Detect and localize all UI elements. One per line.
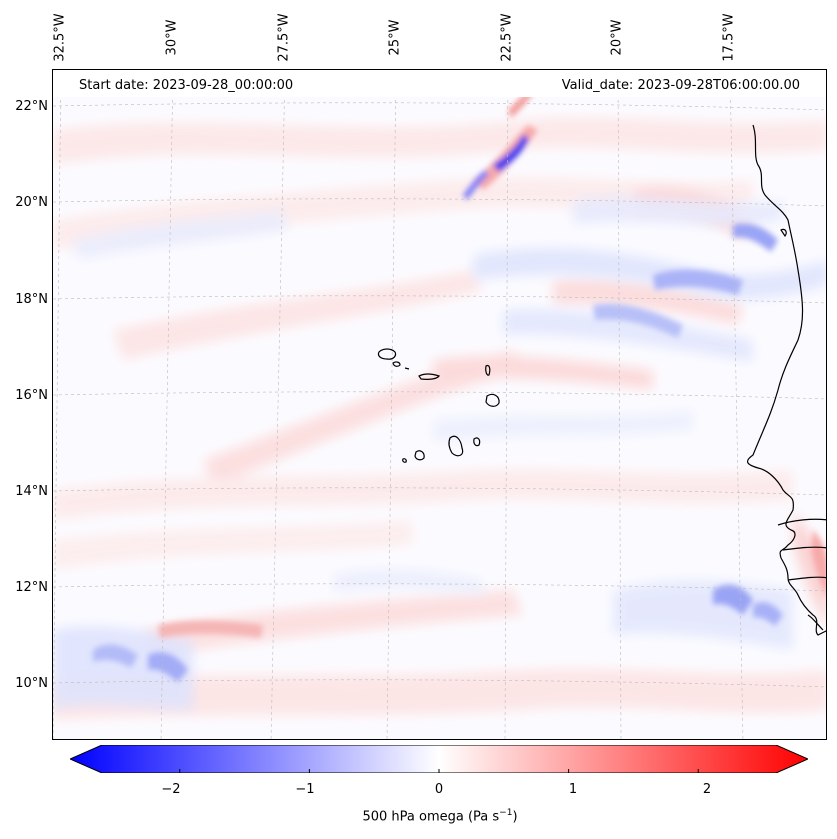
island-santo-antao [377, 348, 397, 360]
island-maio [473, 437, 481, 447]
lon-label-20w: 20°W [609, 19, 625, 56]
lat-label-16n: 16°N [15, 388, 48, 403]
island-sao-nicolau [418, 373, 440, 380]
colorbar-tick-label: 2 [702, 782, 712, 797]
coast-detail-1 [777, 518, 826, 526]
lon-label-22-5w: 22.5°W [499, 13, 515, 62]
coastlines [377, 124, 826, 636]
colorbar-tick-label: 0 [434, 782, 444, 797]
island-santa-luzia [404, 367, 410, 370]
omega-map: Start date: 2023-09-28_00:00:00 Valid_da… [52, 69, 827, 740]
lat-label-20n: 20°N [15, 195, 48, 210]
colorbar-tick-label: 1 [568, 782, 578, 797]
lon-label-17-5w: 17.5°W [721, 13, 737, 62]
strong-features [93, 90, 826, 682]
island-brava [402, 458, 407, 463]
africa-coast [746, 124, 826, 636]
lat-label-10n: 10°N [15, 676, 48, 691]
start-date-label: Start date: 2023-09-28_00:00:00 [79, 78, 294, 93]
island-sao-vicente [392, 361, 401, 367]
lon-label-25w: 25°W [387, 19, 403, 56]
lat-label-18n: 18°N [15, 292, 48, 307]
island-fogo [414, 450, 425, 461]
colorbar-label-text: 500 hPa omega (Pa s [362, 809, 500, 825]
lat-label-12n: 12°N [15, 580, 48, 595]
island-boa-vista [485, 393, 500, 407]
colorbar-tick-label: −2 [161, 782, 181, 797]
lon-label-32-5w: 32.5°W [52, 13, 68, 62]
island-santiago [448, 435, 464, 457]
colorbar-tick-label: −1 [295, 782, 315, 797]
lon-label-30w: 30°W [164, 19, 180, 56]
lon-label-27-5w: 27.5°W [276, 13, 292, 62]
island-sal [485, 364, 491, 376]
gridlines [53, 70, 826, 739]
colorbar-ticks [179, 769, 699, 773]
coast-detail-4 [780, 228, 787, 238]
coast-detail-5 [807, 614, 824, 631]
colorbar-label-close: ) [512, 809, 518, 825]
coast-detail-2 [782, 546, 826, 551]
omega-field [53, 70, 826, 739]
colorbar [70, 745, 808, 773]
colorbar-fill [70, 745, 808, 773]
coast-detail-3 [787, 576, 826, 581]
colorbar-label: 500 hPa omega (Pa s−1) [0, 808, 837, 824]
lat-label-22n: 22°N [15, 99, 48, 114]
cape-verde-islands [377, 348, 500, 463]
colorbar-label-exponent: −1 [499, 808, 513, 818]
title-band [53, 70, 826, 97]
lat-label-14n: 14°N [15, 484, 48, 499]
valid-date-label: Valid_date: 2023-09-28T06:00:00.00 [561, 78, 800, 93]
